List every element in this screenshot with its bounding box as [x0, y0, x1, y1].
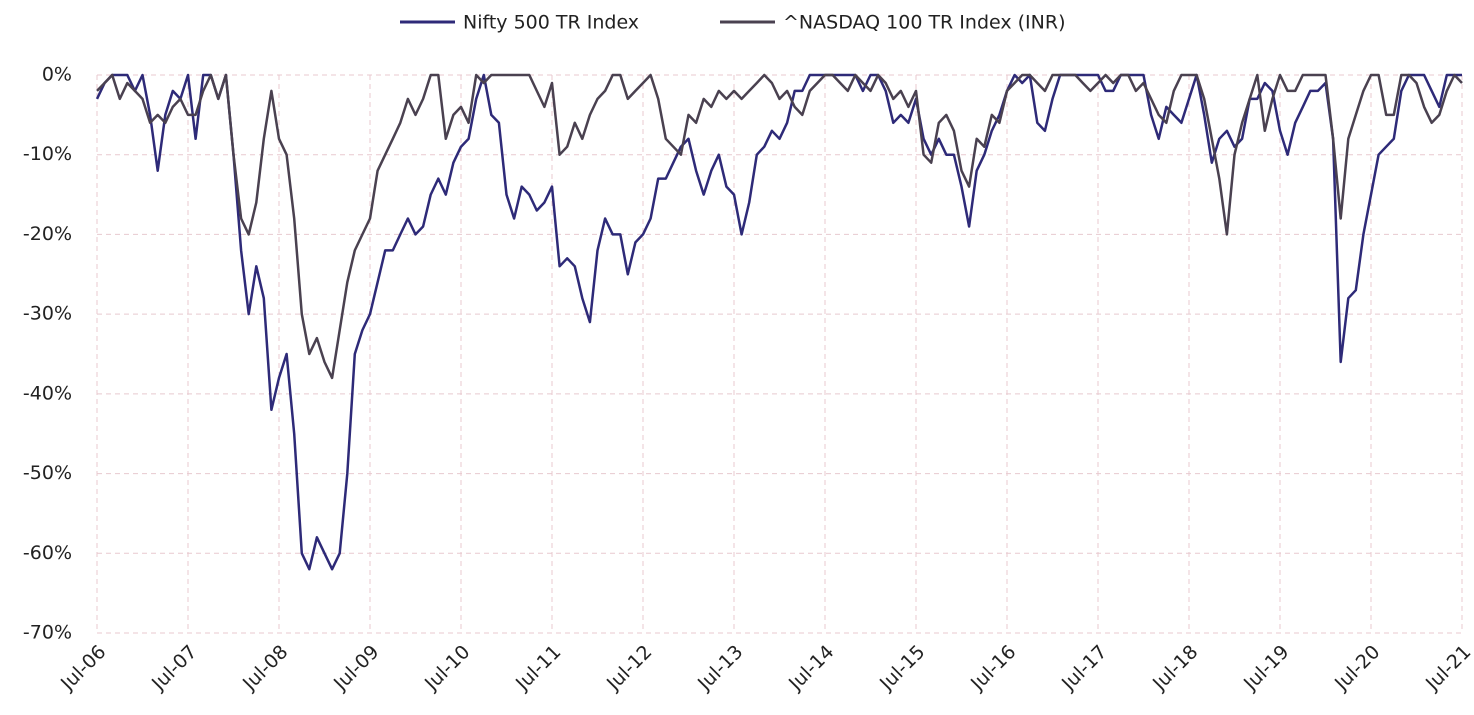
x-tick-label: Jul-19	[1239, 641, 1293, 695]
x-tick-label: Jul-18	[1148, 641, 1202, 695]
x-tick-label: Jul-21	[1421, 641, 1474, 695]
x-tick-label: Jul-08	[238, 641, 292, 695]
x-tick-label: Jul-16	[966, 641, 1020, 695]
legend-label: ^NASDAQ 100 TR Index (INR)	[783, 12, 1066, 34]
series-line	[96, 73, 1463, 380]
series-line	[95, 73, 1462, 571]
y-tick-label: -20%	[23, 223, 72, 245]
y-tick-label: -60%	[23, 542, 72, 564]
legend-label: Nifty 500 TR Index	[463, 12, 639, 34]
y-tick-label: -40%	[23, 382, 72, 404]
x-tick-label: Jul-09	[329, 641, 383, 695]
x-tick-label: Jul-07	[147, 641, 201, 695]
x-tick-label: Jul-10	[420, 641, 474, 695]
x-tick-label: Jul-06	[56, 641, 110, 695]
x-tick-label: Jul-11	[511, 641, 565, 695]
y-tick-label: -10%	[23, 143, 72, 165]
x-tick-label: Jul-17	[1057, 641, 1111, 695]
y-tick-label: -50%	[23, 462, 72, 484]
y-tick-label: 0%	[42, 64, 72, 86]
x-tick-label: Jul-12	[602, 641, 656, 695]
x-tick-label: Jul-14	[784, 641, 838, 695]
x-tick-label: Jul-13	[693, 641, 747, 695]
y-tick-label: -70%	[23, 622, 72, 644]
x-tick-label: Jul-20	[1330, 641, 1384, 695]
x-tick-label: Jul-15	[875, 641, 929, 695]
y-tick-label: -30%	[23, 303, 72, 325]
